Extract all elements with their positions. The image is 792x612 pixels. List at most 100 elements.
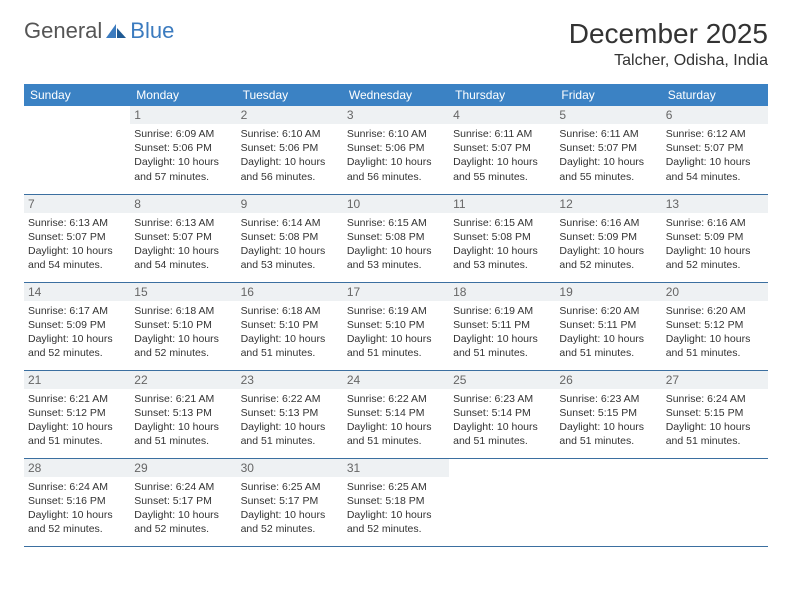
day-details: Sunrise: 6:22 AMSunset: 5:14 PMDaylight:…	[347, 392, 445, 449]
day-number: 11	[449, 195, 555, 213]
calendar-cell: 24 Sunrise: 6:22 AMSunset: 5:14 PMDayligh…	[343, 370, 449, 458]
day-details: Sunrise: 6:24 AMSunset: 5:16 PMDaylight:…	[28, 480, 126, 537]
calendar-cell: 5 Sunrise: 6:11 AMSunset: 5:07 PMDaylight…	[555, 106, 661, 194]
calendar-cell: 12Sunrise: 6:16 AMSunset: 5:09 PMDayligh…	[555, 194, 661, 282]
calendar-cell: 11 Sunrise: 6:15 AMSunset: 5:08 PMDayligh…	[449, 194, 555, 282]
day-number: 1	[130, 106, 236, 124]
day-number: 31	[343, 459, 449, 477]
day-number: 9	[237, 195, 343, 213]
calendar-cell: 16 Sunrise: 6:18 AMSunset: 5:10 PMDayligh…	[237, 282, 343, 370]
day-number: 23	[237, 371, 343, 389]
day-number: 29	[130, 459, 236, 477]
day-details: Sunrise: 6:14 AMSunset: 5:08 PMDaylight:…	[241, 216, 339, 273]
day-number: 16	[237, 283, 343, 301]
day-details: Sunrise: 6:16 AMSunset: 5:09 PMDaylight:…	[666, 216, 764, 273]
day-number: 10	[343, 195, 449, 213]
day-number: 21	[24, 371, 130, 389]
day-details: Sunrise: 6:13 AMSunset: 5:07 PMDaylight:…	[28, 216, 126, 273]
month-title: December 2025	[569, 18, 768, 50]
calendar-cell: 21 Sunrise: 6:21 AMSunset: 5:12 PMDayligh…	[24, 370, 130, 458]
calendar-cell	[24, 106, 130, 194]
calendar-cell: 1Sunrise: 6:09 AMSunset: 5:06 PMDaylight…	[130, 106, 236, 194]
day-number: 22	[130, 371, 236, 389]
day-details: Sunrise: 6:11 AMSunset: 5:07 PMDaylight:…	[559, 127, 657, 184]
day-details: Sunrise: 6:12 AMSunset: 5:07 PMDaylight:…	[666, 127, 764, 184]
calendar-cell: 31 Sunrise: 6:25 AMSunset: 5:18 PMDayligh…	[343, 458, 449, 546]
calendar-cell: 10 Sunrise: 6:15 AMSunset: 5:08 PMDayligh…	[343, 194, 449, 282]
day-number: 14	[24, 283, 130, 301]
day-details: Sunrise: 6:10 AMSunset: 5:06 PMDaylight:…	[347, 127, 445, 184]
day-details: Sunrise: 6:21 AMSunset: 5:12 PMDaylight:…	[28, 392, 126, 449]
calendar-cell	[662, 458, 768, 546]
calendar-cell: 28 Sunrise: 6:24 AMSunset: 5:16 PMDayligh…	[24, 458, 130, 546]
logo: General Blue	[24, 18, 174, 44]
logo-text-blue: Blue	[130, 18, 174, 44]
day-number: 25	[449, 371, 555, 389]
calendar-cell: 18Sunrise: 6:19 AMSunset: 5:11 PMDayligh…	[449, 282, 555, 370]
day-details: Sunrise: 6:19 AMSunset: 5:10 PMDaylight:…	[347, 304, 445, 361]
calendar-table: Sunday Monday Tuesday Wednesday Thursday…	[24, 84, 768, 547]
day-number: 28	[24, 459, 130, 477]
header: General Blue December 2025 Talcher, Odis…	[24, 18, 768, 70]
day-details: Sunrise: 6:10 AMSunset: 5:06 PMDaylight:…	[241, 127, 339, 184]
calendar-cell: 9 Sunrise: 6:14 AMSunset: 5:08 PMDaylight…	[237, 194, 343, 282]
day-details: Sunrise: 6:16 AMSunset: 5:09 PMDaylight:…	[559, 216, 657, 273]
day-number: 24	[343, 371, 449, 389]
day-number: 6	[662, 106, 768, 124]
day-details: Sunrise: 6:23 AMSunset: 5:14 PMDaylight:…	[453, 392, 551, 449]
calendar-cell: 4Sunrise: 6:11 AMSunset: 5:07 PMDaylight…	[449, 106, 555, 194]
calendar-cell: 29 Sunrise: 6:24 AMSunset: 5:17 PMDayligh…	[130, 458, 236, 546]
day-number: 19	[555, 283, 661, 301]
calendar-cell: 15 Sunrise: 6:18 AMSunset: 5:10 PMDayligh…	[130, 282, 236, 370]
day-number: 2	[237, 106, 343, 124]
calendar-cell: 20Sunrise: 6:20 AMSunset: 5:12 PMDayligh…	[662, 282, 768, 370]
calendar-cell: 30 Sunrise: 6:25 AMSunset: 5:17 PMDayligh…	[237, 458, 343, 546]
calendar-week-row: 7Sunrise: 6:13 AMSunset: 5:07 PMDaylight…	[24, 194, 768, 282]
day-number: 30	[237, 459, 343, 477]
day-number: 15	[130, 283, 236, 301]
day-details: Sunrise: 6:25 AMSunset: 5:17 PMDaylight:…	[241, 480, 339, 537]
logo-sail-icon	[104, 22, 128, 40]
day-details: Sunrise: 6:11 AMSunset: 5:07 PMDaylight:…	[453, 127, 551, 184]
day-details: Sunrise: 6:15 AMSunset: 5:08 PMDaylight:…	[453, 216, 551, 273]
calendar-cell: 14 Sunrise: 6:17 AMSunset: 5:09 PMDayligh…	[24, 282, 130, 370]
title-block: December 2025 Talcher, Odisha, India	[569, 18, 768, 70]
day-number: 5	[555, 106, 661, 124]
calendar-week-row: 21 Sunrise: 6:21 AMSunset: 5:12 PMDayligh…	[24, 370, 768, 458]
calendar-week-row: 14 Sunrise: 6:17 AMSunset: 5:09 PMDayligh…	[24, 282, 768, 370]
day-number: 20	[662, 283, 768, 301]
calendar-week-row: 1Sunrise: 6:09 AMSunset: 5:06 PMDaylight…	[24, 106, 768, 194]
day-details: Sunrise: 6:18 AMSunset: 5:10 PMDaylight:…	[134, 304, 232, 361]
calendar-cell: 22 Sunrise: 6:21 AMSunset: 5:13 PMDayligh…	[130, 370, 236, 458]
day-details: Sunrise: 6:20 AMSunset: 5:11 PMDaylight:…	[559, 304, 657, 361]
day-details: Sunrise: 6:22 AMSunset: 5:13 PMDaylight:…	[241, 392, 339, 449]
day-details: Sunrise: 6:24 AMSunset: 5:17 PMDaylight:…	[134, 480, 232, 537]
calendar-cell: 27Sunrise: 6:24 AMSunset: 5:15 PMDayligh…	[662, 370, 768, 458]
day-header: Wednesday	[343, 84, 449, 106]
calendar-week-row: 28 Sunrise: 6:24 AMSunset: 5:16 PMDayligh…	[24, 458, 768, 546]
day-details: Sunrise: 6:23 AMSunset: 5:15 PMDaylight:…	[559, 392, 657, 449]
calendar-cell: 17Sunrise: 6:19 AMSunset: 5:10 PMDayligh…	[343, 282, 449, 370]
day-number: 27	[662, 371, 768, 389]
day-details: Sunrise: 6:15 AMSunset: 5:08 PMDaylight:…	[347, 216, 445, 273]
day-details: Sunrise: 6:19 AMSunset: 5:11 PMDaylight:…	[453, 304, 551, 361]
day-number: 8	[130, 195, 236, 213]
calendar-cell: 19 Sunrise: 6:20 AMSunset: 5:11 PMDayligh…	[555, 282, 661, 370]
calendar-cell: 2 Sunrise: 6:10 AMSunset: 5:06 PMDaylight…	[237, 106, 343, 194]
day-number: 26	[555, 371, 661, 389]
calendar-cell	[449, 458, 555, 546]
day-header: Tuesday	[237, 84, 343, 106]
day-header: Monday	[130, 84, 236, 106]
day-header-row: Sunday Monday Tuesday Wednesday Thursday…	[24, 84, 768, 106]
day-number: 7	[24, 195, 130, 213]
day-header: Friday	[555, 84, 661, 106]
day-number: 3	[343, 106, 449, 124]
day-details: Sunrise: 6:21 AMSunset: 5:13 PMDaylight:…	[134, 392, 232, 449]
day-details: Sunrise: 6:25 AMSunset: 5:18 PMDaylight:…	[347, 480, 445, 537]
calendar-cell: 6 Sunrise: 6:12 AMSunset: 5:07 PMDaylight…	[662, 106, 768, 194]
day-details: Sunrise: 6:13 AMSunset: 5:07 PMDaylight:…	[134, 216, 232, 273]
day-header: Saturday	[662, 84, 768, 106]
calendar-cell: 25 Sunrise: 6:23 AMSunset: 5:14 PMDayligh…	[449, 370, 555, 458]
day-details: Sunrise: 6:17 AMSunset: 5:09 PMDaylight:…	[28, 304, 126, 361]
day-details: Sunrise: 6:18 AMSunset: 5:10 PMDaylight:…	[241, 304, 339, 361]
